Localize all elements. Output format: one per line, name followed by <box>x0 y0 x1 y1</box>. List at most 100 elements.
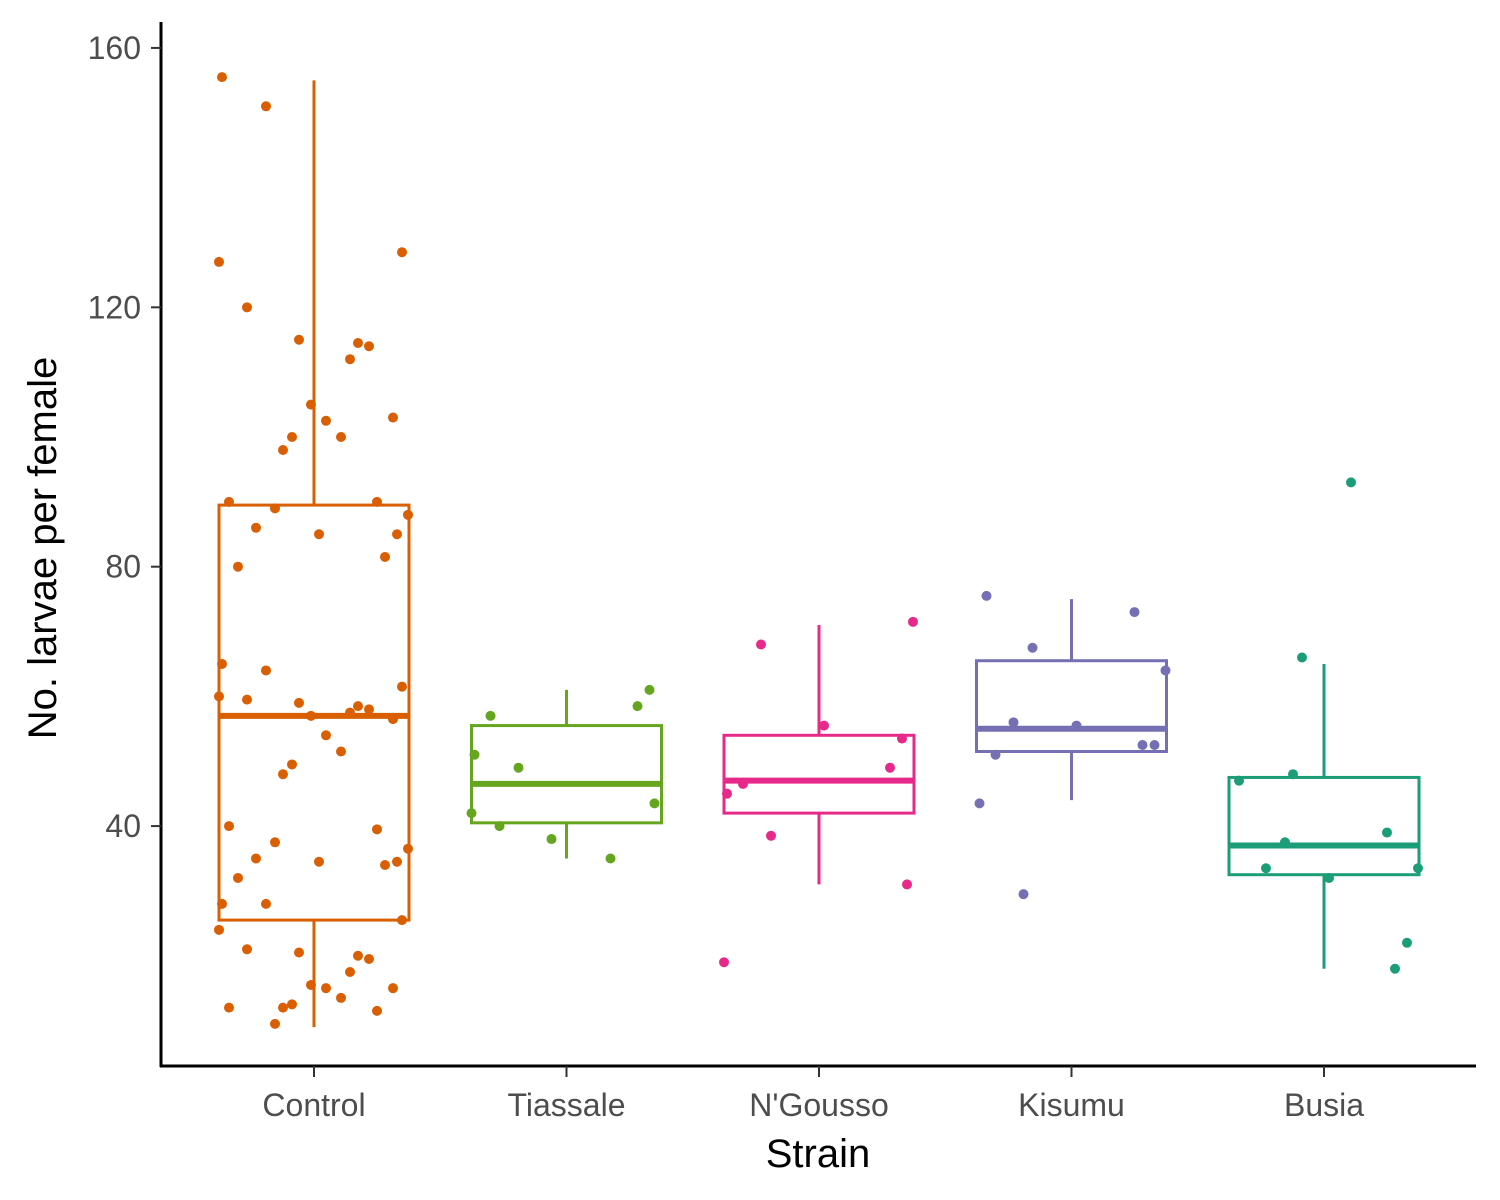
y-tick-label: 120 <box>88 289 141 325</box>
data-point <box>353 950 363 961</box>
data-point <box>372 496 382 507</box>
data-point <box>278 444 288 455</box>
data-point <box>287 759 297 770</box>
data-point <box>546 834 557 845</box>
x-axis-ticks: Control Tiassale N'Gousso Kisumu Busia <box>262 1066 1364 1123</box>
data-point <box>336 992 346 1003</box>
box <box>1227 775 1421 877</box>
box-group-tiassale <box>466 684 663 864</box>
data-point <box>306 399 316 410</box>
data-point <box>1402 937 1412 948</box>
data-point <box>1137 740 1148 751</box>
data-point <box>364 704 374 715</box>
data-point <box>321 730 331 741</box>
data-point <box>397 915 407 926</box>
data-point <box>242 944 252 955</box>
data-point <box>306 979 316 990</box>
data-point <box>364 341 374 352</box>
data-point <box>287 999 297 1010</box>
data-point <box>214 924 224 935</box>
y-axis-ticks: 40 80 120 160 <box>88 30 161 844</box>
y-tick-label: 80 <box>105 549 141 585</box>
data-point <box>251 853 261 864</box>
data-point <box>513 762 524 773</box>
data-point <box>321 983 331 994</box>
data-point <box>306 710 316 721</box>
data-point <box>990 749 1001 760</box>
data-point <box>270 837 280 848</box>
data-point <box>261 101 271 112</box>
data-point <box>270 1018 280 1029</box>
data-point <box>885 762 895 773</box>
data-point <box>1261 863 1271 874</box>
box-group-busia <box>1227 477 1423 974</box>
box-group-kisumu <box>974 590 1171 900</box>
data-point <box>278 769 288 780</box>
data-point <box>380 859 390 870</box>
data-point <box>388 714 398 725</box>
data-point <box>372 1005 382 1016</box>
data-point <box>345 707 355 718</box>
data-point <box>756 639 766 650</box>
data-point <box>345 354 355 365</box>
data-point <box>214 691 224 702</box>
data-point <box>1129 607 1140 618</box>
data-point <box>1346 477 1356 488</box>
data-point <box>1160 665 1171 676</box>
data-point <box>1413 863 1423 874</box>
data-point <box>278 1002 288 1013</box>
data-point <box>261 665 271 676</box>
data-point <box>632 701 643 712</box>
box-group-control <box>214 72 413 1029</box>
data-point <box>217 72 227 83</box>
data-point <box>314 529 324 540</box>
data-point <box>1390 963 1400 974</box>
data-point <box>605 853 616 864</box>
data-point <box>1280 837 1290 848</box>
data-point <box>345 966 355 977</box>
data-point <box>1018 889 1029 900</box>
data-point <box>897 733 907 744</box>
data-point <box>974 798 985 809</box>
data-point <box>494 821 505 832</box>
y-tick-label: 40 <box>105 808 141 844</box>
data-point <box>766 830 776 841</box>
data-point <box>819 720 829 731</box>
data-point <box>1297 652 1307 663</box>
data-point <box>738 778 748 789</box>
data-point <box>336 746 346 757</box>
data-point <box>217 898 227 909</box>
data-point <box>1149 740 1160 751</box>
data-point <box>1071 720 1082 731</box>
data-point <box>719 957 729 968</box>
data-point <box>908 616 918 627</box>
data-point <box>649 798 660 809</box>
data-point <box>1234 775 1244 786</box>
data-point <box>1288 769 1298 780</box>
chart-marks <box>214 72 1423 1029</box>
data-point <box>392 529 402 540</box>
x-tick-label: Busia <box>1284 1087 1364 1123</box>
box-group-ngousso <box>719 616 918 968</box>
data-point <box>233 561 243 572</box>
data-point <box>336 432 346 443</box>
x-tick-label: N'Gousso <box>749 1087 889 1123</box>
box <box>722 733 916 815</box>
data-point <box>388 983 398 994</box>
data-point <box>403 509 413 520</box>
data-point <box>242 302 252 313</box>
data-point <box>1382 827 1392 838</box>
data-point <box>397 681 407 692</box>
data-point <box>214 256 224 267</box>
box <box>470 724 663 825</box>
data-point <box>261 898 271 909</box>
data-point <box>902 879 912 890</box>
data-point <box>251 522 261 533</box>
y-tick-label: 160 <box>88 30 141 66</box>
data-point <box>294 697 304 708</box>
data-point <box>321 415 331 426</box>
data-point <box>353 337 363 348</box>
data-point <box>380 551 390 562</box>
data-point <box>217 658 227 669</box>
